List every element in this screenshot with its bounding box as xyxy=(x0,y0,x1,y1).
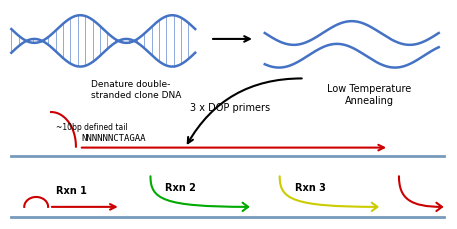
Text: 3 x DOP primers: 3 x DOP primers xyxy=(190,103,270,113)
Text: Denature double-
stranded clone DNA: Denature double- stranded clone DNA xyxy=(91,80,181,100)
Text: Rxn 2: Rxn 2 xyxy=(165,183,196,193)
Text: ~10bp defined tail: ~10bp defined tail xyxy=(56,123,128,132)
Text: Rxn 1: Rxn 1 xyxy=(56,186,87,196)
Text: NNNNNNCTAGAA: NNNNNNCTAGAA xyxy=(81,134,145,143)
FancyArrowPatch shape xyxy=(150,176,248,211)
Text: Low Temperature
Annealing: Low Temperature Annealing xyxy=(327,85,411,106)
FancyArrowPatch shape xyxy=(399,176,442,211)
FancyArrowPatch shape xyxy=(280,176,377,211)
Text: Rxn 3: Rxn 3 xyxy=(295,183,325,193)
